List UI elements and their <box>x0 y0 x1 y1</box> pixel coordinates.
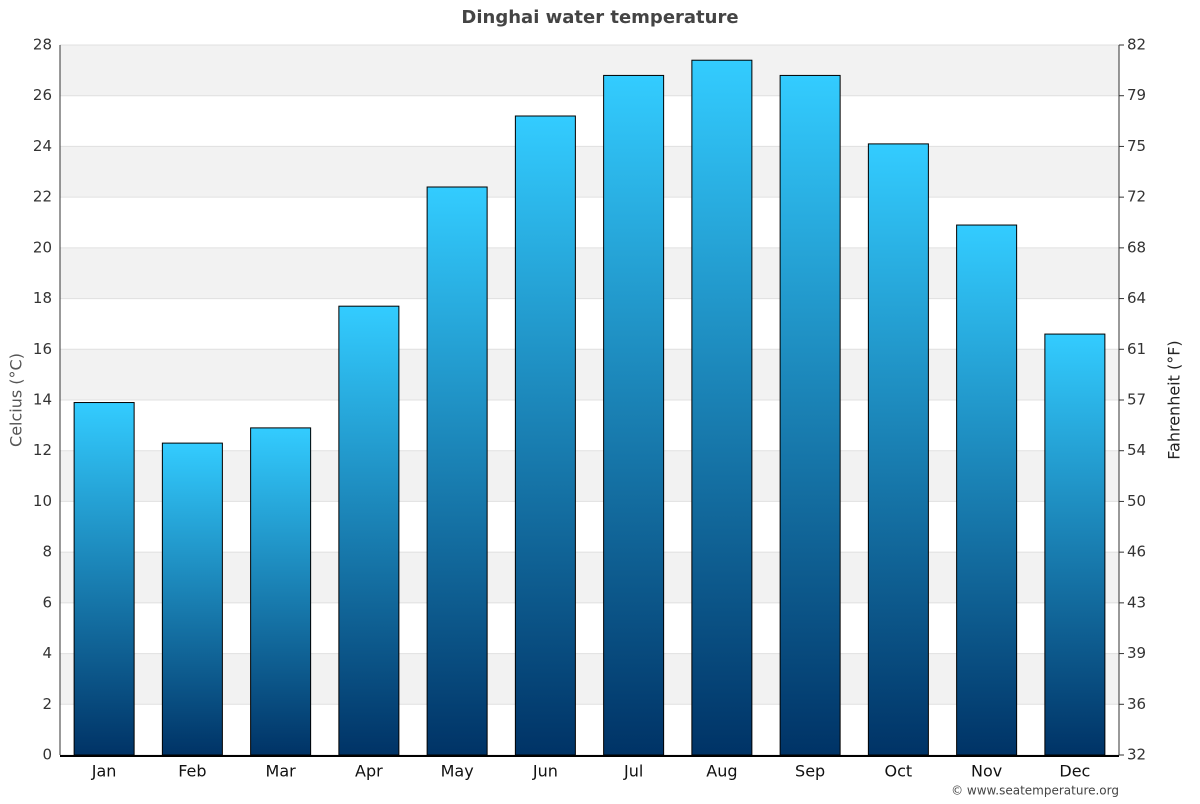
credit: © www.seatemperature.org <box>951 784 1119 798</box>
y2-tick-label: 82 <box>1127 36 1146 54</box>
y-tick-label: 0 <box>42 746 52 764</box>
bar <box>161 442 223 756</box>
grid-band <box>60 45 1119 96</box>
y-tick-label: 20 <box>33 238 52 256</box>
x-tick-label: Feb <box>178 762 206 781</box>
y2-tick-label: 79 <box>1127 86 1146 104</box>
grid-band <box>60 450 1119 502</box>
y2-tick-label: 50 <box>1127 492 1146 510</box>
grid-band <box>60 653 1119 705</box>
bar <box>603 74 665 756</box>
bar <box>73 402 135 756</box>
x-tick-label: May <box>441 762 474 781</box>
y-tick-label: 12 <box>33 441 52 459</box>
x-tick-label: Oct <box>885 762 913 781</box>
y2-tick-label: 68 <box>1127 238 1146 256</box>
grid-band <box>60 146 1119 198</box>
y2-tick-label: 32 <box>1127 746 1146 764</box>
y2-tick-label: 43 <box>1127 593 1146 611</box>
x-tick-label: Mar <box>266 762 297 781</box>
bar <box>779 74 841 756</box>
y2-axis-label: Fahrenheit (°F) <box>1165 340 1184 459</box>
y2-tick-label: 72 <box>1127 188 1146 206</box>
y-axis-label: Celcius (°C) <box>7 353 26 447</box>
grid-band <box>60 552 1119 603</box>
bar <box>1044 333 1106 756</box>
x-tick-label: Aug <box>706 762 737 781</box>
x-tick-label: Dec <box>1059 762 1090 781</box>
y-tick-label: 2 <box>42 695 52 713</box>
x-tick-label: Sep <box>795 762 825 781</box>
x-tick-label: Nov <box>971 762 1002 781</box>
y2-tick-label: 39 <box>1127 644 1146 662</box>
y2-tick-label: 64 <box>1127 289 1146 307</box>
y-tick-label: 18 <box>33 289 52 307</box>
y-tick-label: 8 <box>42 543 52 561</box>
y2-tick-label: 36 <box>1127 695 1146 713</box>
grid-band <box>60 247 1119 299</box>
y-tick-label: 14 <box>33 391 52 409</box>
y-tick-label: 26 <box>33 86 52 104</box>
y-tick-label: 22 <box>33 188 52 206</box>
bar <box>514 115 576 756</box>
x-tick-label: Jan <box>91 762 117 781</box>
y-tick-label: 6 <box>42 593 52 611</box>
x-tick-label: Jul <box>623 762 643 781</box>
grid-band <box>60 349 1119 400</box>
x-tick-label: Apr <box>355 762 383 781</box>
bar <box>338 305 400 756</box>
y2-tick-label: 75 <box>1127 137 1146 155</box>
chart-title: Dinghai water temperature <box>461 7 738 28</box>
bar <box>956 224 1018 756</box>
y-tick-label: 10 <box>33 492 52 510</box>
x-tick-label: Jun <box>532 762 558 781</box>
bar <box>867 143 929 756</box>
y2-tick-label: 57 <box>1127 391 1146 409</box>
y2-tick-label: 46 <box>1127 543 1146 561</box>
y-tick-label: 4 <box>42 644 52 662</box>
y2-tick-label: 61 <box>1127 340 1146 358</box>
y-tick-label: 16 <box>33 340 52 358</box>
bar <box>250 427 312 756</box>
bar <box>691 59 753 756</box>
y-tick-label: 28 <box>33 36 52 54</box>
y-tick-label: 24 <box>33 137 52 155</box>
bar <box>426 186 488 756</box>
y2-tick-label: 54 <box>1127 441 1146 459</box>
